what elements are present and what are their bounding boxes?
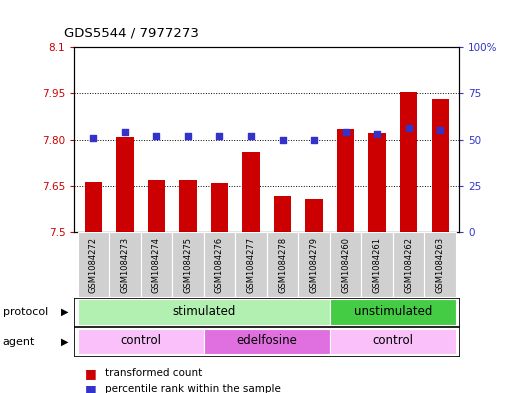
Text: ▶: ▶: [61, 336, 68, 347]
Bar: [235, 232, 267, 297]
Bar: [298, 232, 330, 297]
Bar: [431, 99, 449, 232]
Bar: [330, 329, 456, 354]
Bar: [274, 196, 291, 232]
Point: [373, 131, 381, 137]
Bar: [424, 232, 456, 297]
Bar: [204, 329, 330, 354]
Text: unstimulated: unstimulated: [354, 305, 432, 318]
Text: GSM1084261: GSM1084261: [372, 237, 382, 293]
Text: GSM1084275: GSM1084275: [184, 237, 192, 293]
Text: GSM1084277: GSM1084277: [246, 237, 255, 293]
Bar: [330, 232, 361, 297]
Text: GSM1084274: GSM1084274: [152, 237, 161, 293]
Bar: [85, 182, 102, 232]
Bar: [368, 133, 386, 232]
Text: GSM1084279: GSM1084279: [309, 237, 319, 293]
Bar: [337, 129, 354, 232]
Point: [342, 129, 350, 135]
Text: GSM1084272: GSM1084272: [89, 237, 98, 293]
Text: control: control: [120, 334, 161, 347]
Text: edelfosine: edelfosine: [236, 334, 297, 347]
Bar: [109, 232, 141, 297]
Text: percentile rank within the sample: percentile rank within the sample: [105, 384, 281, 393]
Point: [121, 129, 129, 135]
Text: GSM1084262: GSM1084262: [404, 237, 413, 293]
Bar: [77, 232, 109, 297]
Bar: [77, 329, 204, 354]
Bar: [393, 232, 424, 297]
Bar: [77, 299, 330, 325]
Text: control: control: [372, 334, 413, 347]
Text: transformed count: transformed count: [105, 368, 203, 378]
Bar: [361, 232, 393, 297]
Bar: [141, 232, 172, 297]
Bar: [267, 232, 298, 297]
Text: ▶: ▶: [61, 307, 68, 317]
Bar: [116, 137, 133, 232]
Bar: [211, 183, 228, 232]
Bar: [204, 232, 235, 297]
Text: agent: agent: [3, 336, 35, 347]
Bar: [242, 152, 260, 232]
Point: [436, 127, 444, 133]
Bar: [330, 299, 456, 325]
Text: ■: ■: [85, 367, 96, 380]
Text: GSM1084273: GSM1084273: [121, 237, 129, 293]
Text: stimulated: stimulated: [172, 305, 235, 318]
Point: [310, 136, 318, 143]
Bar: [148, 180, 165, 232]
Bar: [400, 92, 418, 232]
Text: GSM1084276: GSM1084276: [215, 237, 224, 293]
Text: protocol: protocol: [3, 307, 48, 317]
Point: [279, 136, 287, 143]
Text: GSM1084263: GSM1084263: [436, 237, 445, 293]
Text: GSM1084260: GSM1084260: [341, 237, 350, 293]
Text: GDS5544 / 7977273: GDS5544 / 7977273: [64, 26, 199, 39]
Point: [247, 133, 255, 139]
Text: GSM1084278: GSM1084278: [278, 237, 287, 293]
Point: [184, 133, 192, 139]
Point: [89, 134, 97, 141]
Bar: [179, 180, 196, 232]
Point: [152, 133, 161, 139]
Bar: [172, 232, 204, 297]
Point: [405, 125, 413, 132]
Text: ■: ■: [85, 382, 96, 393]
Point: [215, 133, 224, 139]
Bar: [305, 199, 323, 232]
